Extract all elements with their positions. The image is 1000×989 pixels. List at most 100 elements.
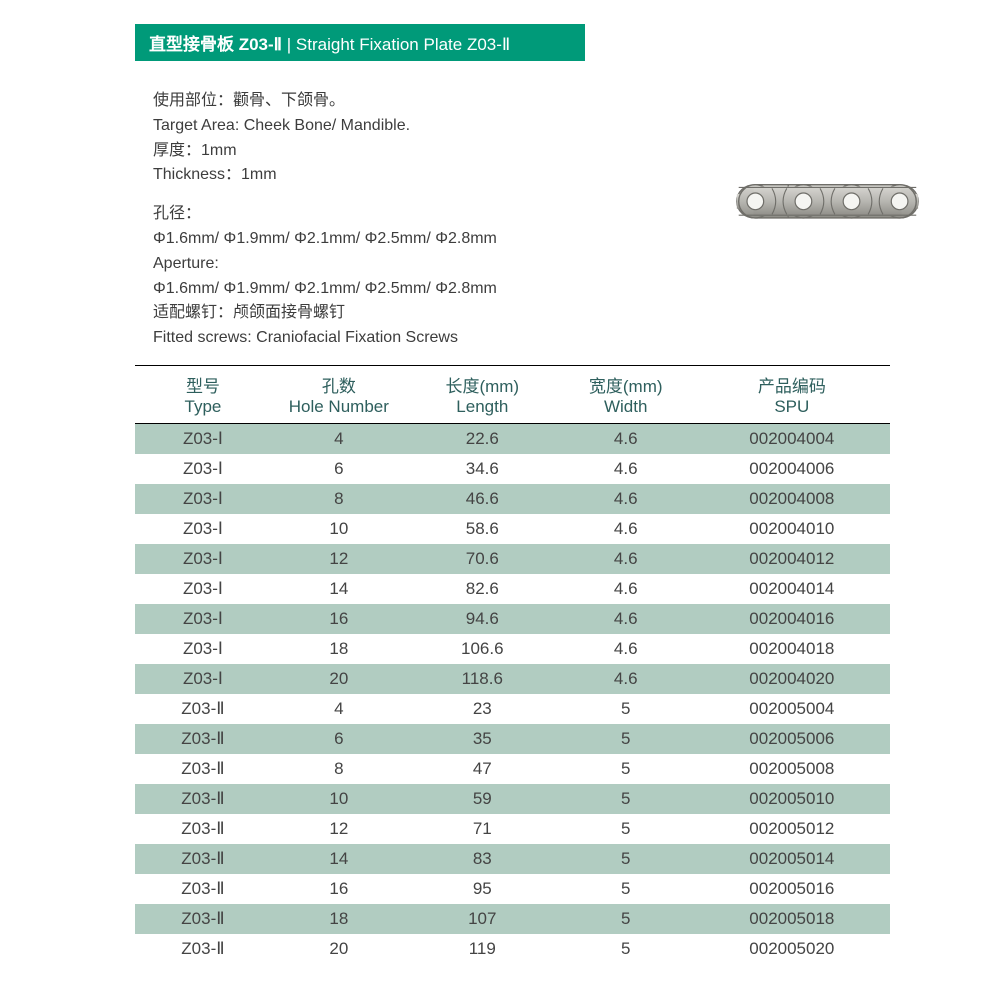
- cell-length: 82.6: [407, 574, 558, 604]
- aperture-values-en: Φ1.6mm/ Φ1.9mm/ Φ2.1mm/ Φ2.5mm/ Φ2.8mm: [153, 277, 695, 302]
- cell-holes: 6: [271, 724, 407, 754]
- table-row: Z03-Ⅱ6355002005006: [135, 724, 890, 754]
- col-spu-en: SPU: [694, 397, 890, 424]
- screws-en: Fitted screws: Craniofacial Fixation Scr…: [153, 326, 695, 351]
- cell-width: 4.6: [558, 664, 694, 694]
- table-row: Z03-Ⅱ201195002005020: [135, 934, 890, 964]
- table-row: Z03-Ⅰ1694.64.6002004016: [135, 604, 890, 634]
- cell-holes: 20: [271, 664, 407, 694]
- cell-length: 46.6: [407, 484, 558, 514]
- cell-length: 23: [407, 694, 558, 724]
- table-row: Z03-Ⅰ20118.64.6002004020: [135, 664, 890, 694]
- cell-holes: 20: [271, 934, 407, 964]
- cell-type: Z03-Ⅰ: [135, 454, 271, 484]
- cell-width: 5: [558, 934, 694, 964]
- table-row: Z03-Ⅰ1270.64.6002004012: [135, 544, 890, 574]
- cell-spu: 002004004: [694, 423, 890, 454]
- table-header: 型号 孔数 长度(mm) 宽度(mm) 产品编码 Type Hole Numbe…: [135, 365, 890, 423]
- cell-length: 58.6: [407, 514, 558, 544]
- cell-holes: 4: [271, 423, 407, 454]
- col-length-cn: 长度(mm): [407, 365, 558, 397]
- cell-spu: 002004016: [694, 604, 890, 634]
- cell-type: Z03-Ⅱ: [135, 784, 271, 814]
- cell-holes: 6: [271, 454, 407, 484]
- thickness-cn: 厚度：1mm: [153, 139, 695, 164]
- cell-spu: 002004014: [694, 574, 890, 604]
- aperture-values-cn: Φ1.6mm/ Φ1.9mm/ Φ2.1mm/ Φ2.5mm/ Φ2.8mm: [153, 227, 695, 252]
- cell-type: Z03-Ⅰ: [135, 423, 271, 454]
- cell-spu: 002005016: [694, 874, 890, 904]
- cell-length: 106.6: [407, 634, 558, 664]
- cell-holes: 10: [271, 514, 407, 544]
- table-row: Z03-Ⅰ1482.64.6002004014: [135, 574, 890, 604]
- cell-spu: 002004010: [694, 514, 890, 544]
- thickness-en: Thickness：1mm: [153, 163, 695, 188]
- table-row: Z03-Ⅰ846.64.6002004008: [135, 484, 890, 514]
- fixation-plate-icon: [735, 181, 920, 222]
- cell-length: 119: [407, 934, 558, 964]
- aperture-label-cn: 孔径：: [153, 202, 695, 227]
- cell-type: Z03-Ⅰ: [135, 484, 271, 514]
- cell-width: 4.6: [558, 634, 694, 664]
- cell-type: Z03-Ⅰ: [135, 664, 271, 694]
- col-width-cn: 宽度(mm): [558, 365, 694, 397]
- col-spu-cn: 产品编码: [694, 365, 890, 397]
- cell-length: 94.6: [407, 604, 558, 634]
- cell-length: 35: [407, 724, 558, 754]
- cell-spu: 002004018: [694, 634, 890, 664]
- cell-type: Z03-Ⅰ: [135, 634, 271, 664]
- cell-width: 4.6: [558, 423, 694, 454]
- cell-width: 4.6: [558, 454, 694, 484]
- cell-spu: 002004012: [694, 544, 890, 574]
- col-width-en: Width: [558, 397, 694, 424]
- target-en: Target Area: Cheek Bone/ Mandible.: [153, 114, 695, 139]
- cell-holes: 8: [271, 754, 407, 784]
- cell-spu: 002004008: [694, 484, 890, 514]
- info-row: 使用部位：颧骨、下颌骨。 Target Area: Cheek Bone/ Ma…: [135, 89, 890, 351]
- table-row: Z03-Ⅱ10595002005010: [135, 784, 890, 814]
- cell-spu: 002005010: [694, 784, 890, 814]
- table-row: Z03-Ⅱ8475002005008: [135, 754, 890, 784]
- cell-type: Z03-Ⅰ: [135, 544, 271, 574]
- cell-type: Z03-Ⅰ: [135, 514, 271, 544]
- cell-spu: 002004020: [694, 664, 890, 694]
- info-block: 使用部位：颧骨、下颌骨。 Target Area: Cheek Bone/ Ma…: [135, 89, 695, 351]
- header-sep: |: [282, 35, 296, 54]
- cell-width: 5: [558, 844, 694, 874]
- spec-table: 型号 孔数 长度(mm) 宽度(mm) 产品编码 Type Hole Numbe…: [135, 365, 890, 964]
- cell-type: Z03-Ⅱ: [135, 844, 271, 874]
- cell-length: 71: [407, 814, 558, 844]
- cell-holes: 8: [271, 484, 407, 514]
- cell-holes: 16: [271, 874, 407, 904]
- cell-type: Z03-Ⅰ: [135, 604, 271, 634]
- cell-width: 5: [558, 754, 694, 784]
- cell-width: 4.6: [558, 484, 694, 514]
- cell-type: Z03-Ⅰ: [135, 574, 271, 604]
- cell-holes: 16: [271, 604, 407, 634]
- cell-holes: 14: [271, 844, 407, 874]
- cell-holes: 18: [271, 904, 407, 934]
- cell-width: 5: [558, 814, 694, 844]
- cell-width: 4.6: [558, 544, 694, 574]
- cell-length: 95: [407, 874, 558, 904]
- cell-holes: 12: [271, 544, 407, 574]
- col-holes-cn: 孔数: [271, 365, 407, 397]
- cell-width: 5: [558, 724, 694, 754]
- cell-holes: 10: [271, 784, 407, 814]
- product-header: 直型接骨板 Z03-Ⅱ | Straight Fixation Plate Z0…: [135, 24, 585, 61]
- cell-spu: 002005008: [694, 754, 890, 784]
- cell-length: 34.6: [407, 454, 558, 484]
- table-row: Z03-Ⅰ422.64.6002004004: [135, 423, 890, 454]
- table-body: Z03-Ⅰ422.64.6002004004Z03-Ⅰ634.64.600200…: [135, 423, 890, 964]
- cell-length: 107: [407, 904, 558, 934]
- cell-type: Z03-Ⅱ: [135, 814, 271, 844]
- cell-length: 47: [407, 754, 558, 784]
- col-type-en: Type: [135, 397, 271, 424]
- cell-width: 4.6: [558, 574, 694, 604]
- screws-cn: 适配螺钉：颅颌面接骨螺钉: [153, 301, 695, 326]
- cell-length: 22.6: [407, 423, 558, 454]
- header-title-en: Straight Fixation Plate Z03-Ⅱ: [296, 35, 510, 54]
- cell-length: 59: [407, 784, 558, 814]
- cell-type: Z03-Ⅱ: [135, 934, 271, 964]
- cell-width: 5: [558, 694, 694, 724]
